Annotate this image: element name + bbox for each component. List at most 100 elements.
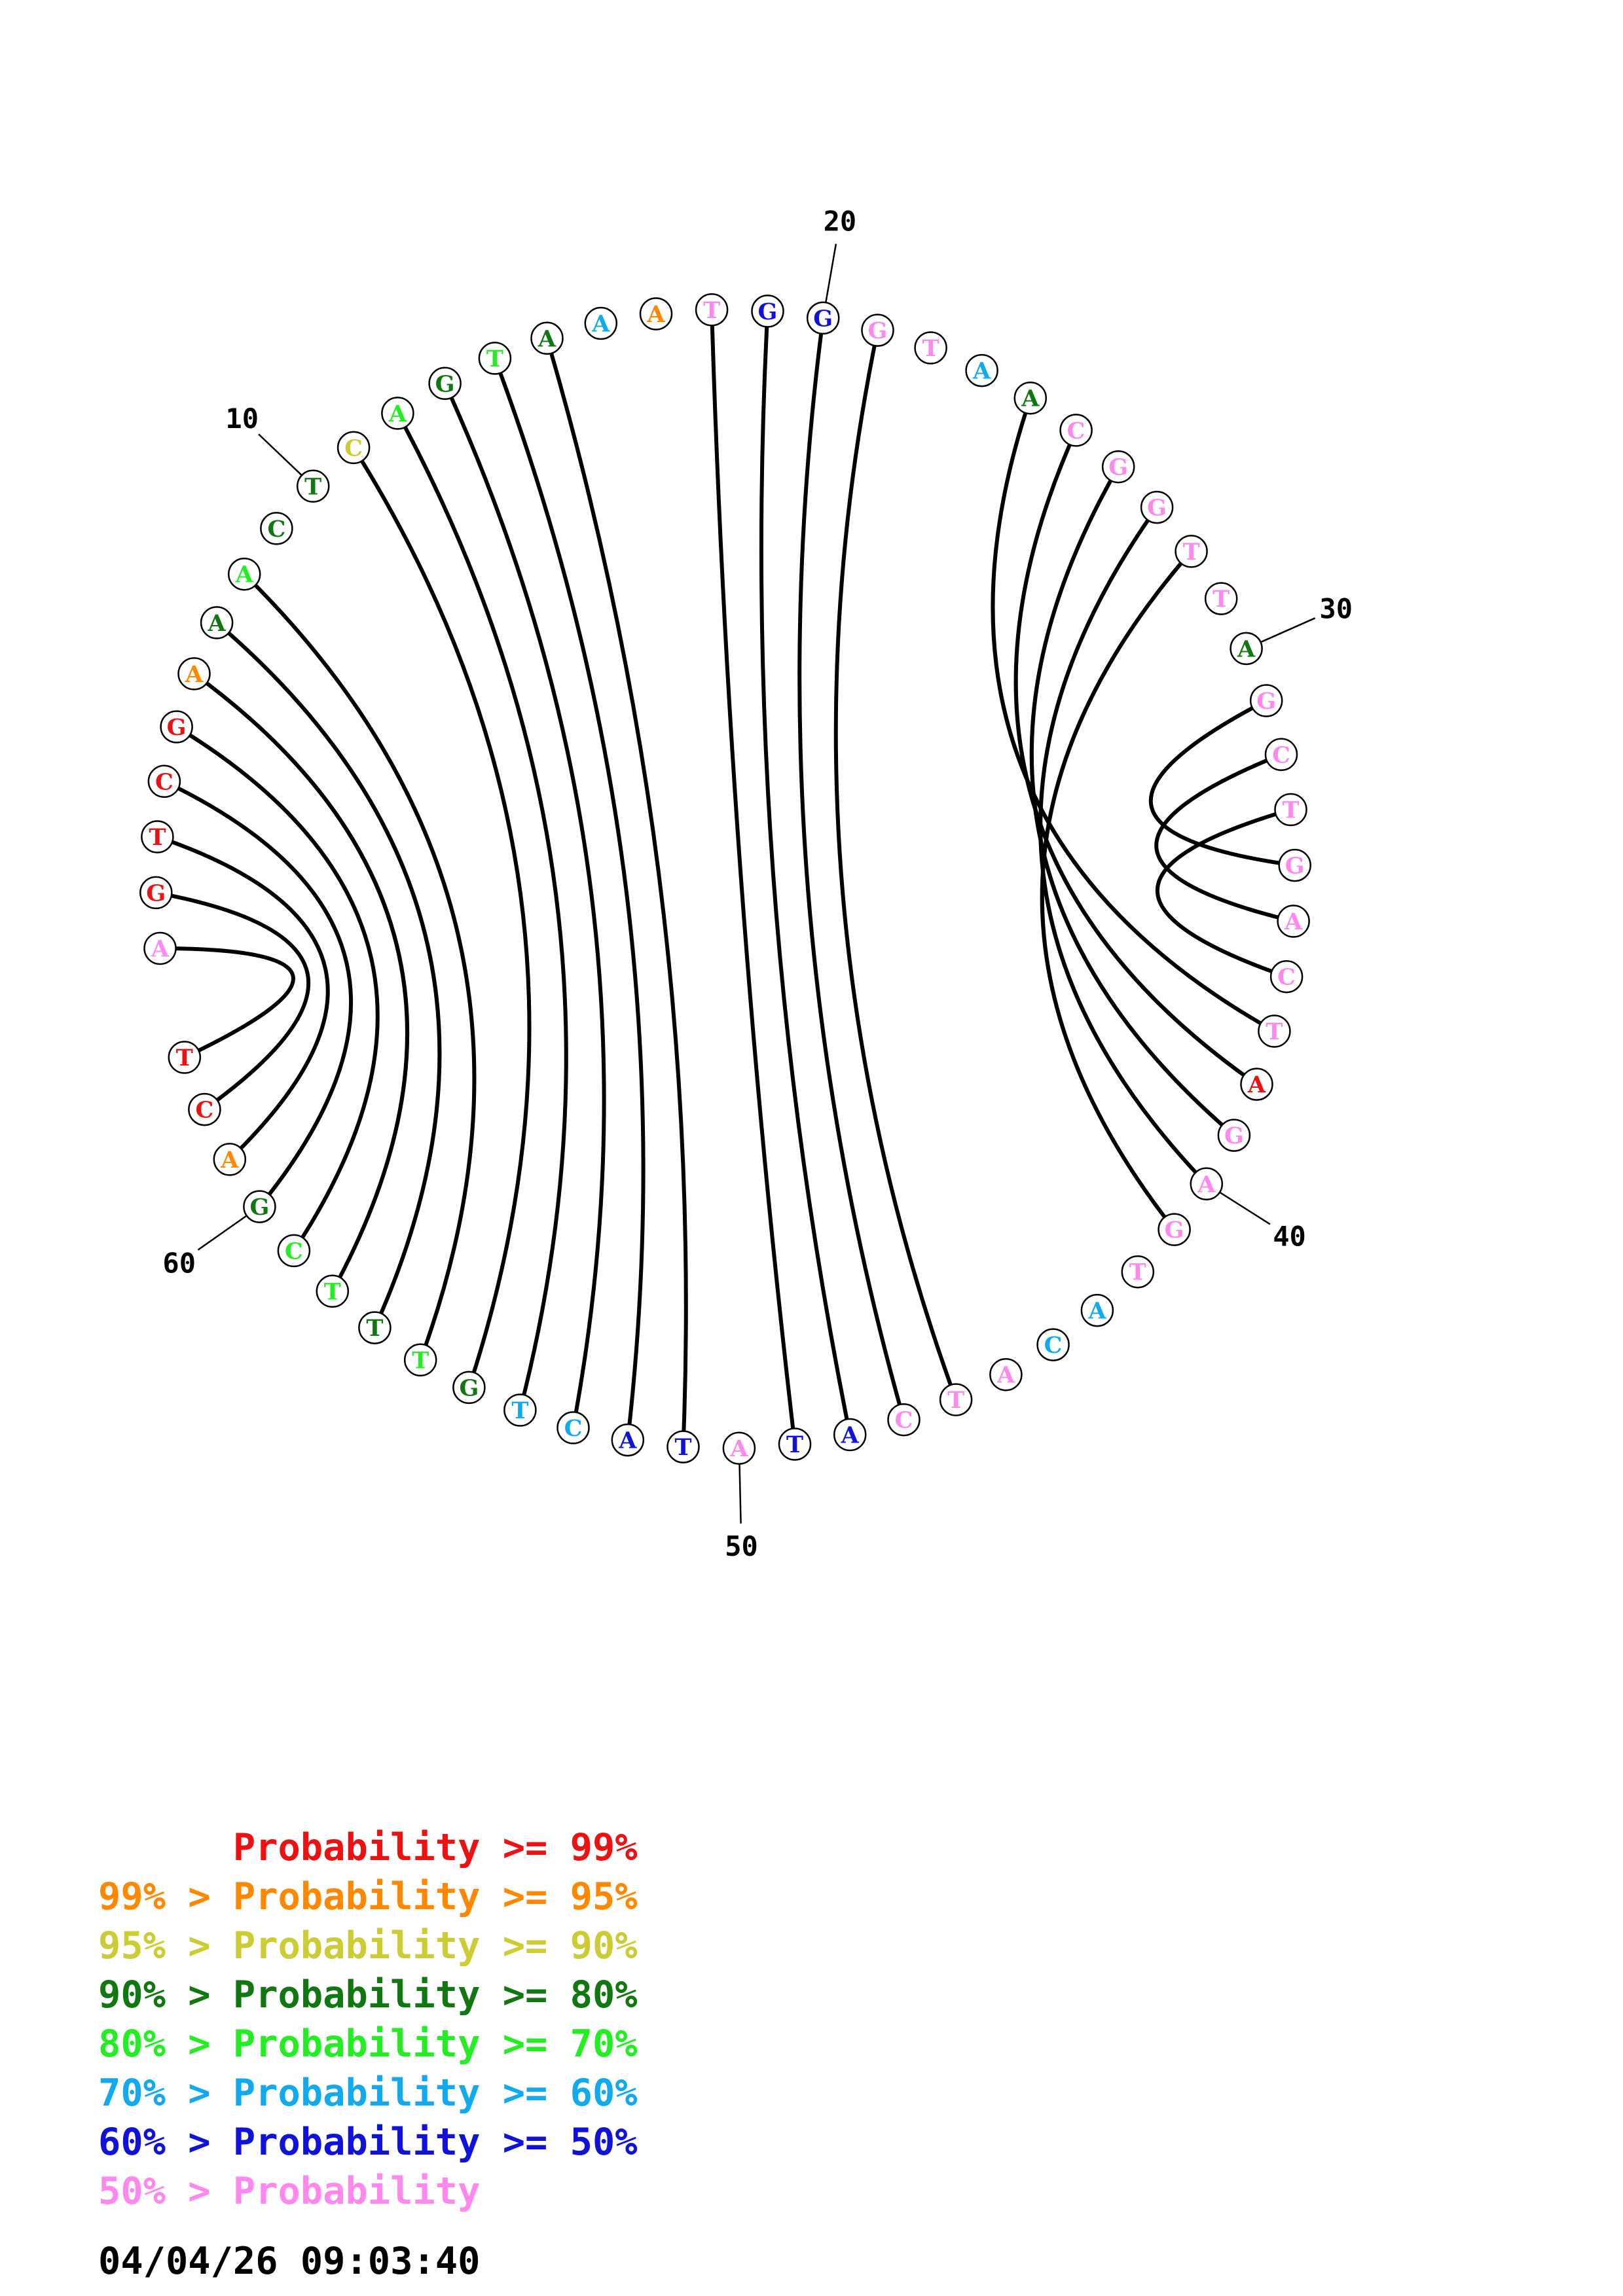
- nucleotide-circle: [1240, 1067, 1273, 1101]
- pair-arc-8-56: [242, 572, 477, 1362]
- nucleotide-32: C: [1264, 738, 1298, 772]
- nucleotide-circle: [1101, 450, 1135, 484]
- nucleotide-12: A: [381, 397, 414, 430]
- nucleotide-circle: [1277, 905, 1310, 938]
- nucleotide-63: T: [168, 1041, 202, 1074]
- nucleotide-letter: T: [412, 1347, 429, 1374]
- pair-arc-6-58: [192, 672, 410, 1293]
- nucleotide-circle: [1204, 582, 1238, 615]
- nucleotide-circle: [1217, 1119, 1251, 1152]
- nucleotide-letter: A: [1197, 1171, 1216, 1198]
- nucleotide-circle: [147, 764, 181, 798]
- nucleotide-33: T: [1274, 793, 1307, 827]
- nucleotide-letter: T: [511, 1397, 528, 1424]
- nucleotide-circle: [1190, 1167, 1224, 1201]
- timestamp: 04/04/26 09:03:40: [98, 2240, 481, 2283]
- nucleotide-letter: T: [366, 1315, 383, 1342]
- nucleotide-39: G: [1217, 1119, 1251, 1152]
- nucleotide-24: A: [1013, 381, 1048, 415]
- nucleotide-5: G: [160, 710, 193, 744]
- nucleotide-circle: [1158, 1213, 1191, 1246]
- nucleotide-letter: T: [304, 473, 321, 500]
- nucleotide-43: A: [1080, 1293, 1114, 1327]
- nucleotide-letter: C: [155, 768, 173, 795]
- nucleotide-letter: A: [996, 1362, 1015, 1389]
- nucleotide-letter: A: [1237, 636, 1256, 662]
- nucleotide-letter: T: [1129, 1259, 1146, 1286]
- nucleotide-circle: [1258, 1014, 1291, 1048]
- nucleotide-circle: [695, 293, 729, 327]
- pair-arc-13-53: [443, 381, 606, 1430]
- nucleotide-37: T: [1258, 1014, 1291, 1048]
- pair-arc-3-61: [155, 834, 330, 1162]
- nucleotide-letter: T: [947, 1387, 964, 1414]
- nucleotide-40: A: [1190, 1167, 1224, 1201]
- nucleotide-letter: G: [167, 714, 187, 741]
- nucleotide-62: C: [188, 1092, 221, 1126]
- nucleotide-circle: [914, 331, 947, 365]
- nucleotide-44: C: [1036, 1328, 1070, 1361]
- tick-line-20: [825, 243, 837, 303]
- nucleotide-circle: [584, 306, 618, 340]
- nucleotide-letter: T: [1282, 797, 1299, 824]
- nucleotide-letter: G: [249, 1194, 269, 1221]
- position-label-60: 60: [162, 1247, 196, 1279]
- nucleotide-letter: C: [1067, 418, 1085, 444]
- nucleotide-circle: [227, 557, 261, 591]
- nucleotide-letter: A: [151, 936, 170, 963]
- pair-arc-2-62: [154, 890, 311, 1112]
- pair-arc-7-57: [215, 620, 442, 1330]
- nucleotide-letter: A: [972, 358, 991, 385]
- nucleotide-49: T: [778, 1427, 812, 1461]
- pair-arc-20-47: [797, 315, 906, 1422]
- nucleotide-circle: [337, 431, 371, 465]
- nucleotide-letter: A: [646, 301, 665, 328]
- nucleotide-28: T: [1175, 535, 1208, 568]
- nucleotide-circle: [861, 314, 894, 347]
- nucleotide-circle: [358, 1311, 392, 1344]
- nucleotide-10: T: [296, 469, 330, 503]
- nucleotide-letter: C: [195, 1097, 213, 1124]
- nucleotide-52: A: [611, 1423, 645, 1457]
- nucleotide-letter: A: [1247, 1071, 1266, 1098]
- nucleotide-21: G: [861, 314, 894, 347]
- nucleotide-53: C: [556, 1411, 590, 1444]
- nucleotide-letter: A: [185, 661, 204, 688]
- pair-arc-26-39: [1029, 465, 1236, 1138]
- nucleotide-56: T: [403, 1343, 437, 1377]
- nucleotide-58: T: [316, 1274, 350, 1308]
- nucleotide-9: C: [260, 512, 293, 545]
- legend-row: 70% > Probability >= 60%: [98, 2072, 638, 2115]
- pair-arc-27-40: [1038, 505, 1209, 1186]
- nucleotide-19: G: [751, 295, 784, 328]
- nucleotide-31: G: [1249, 684, 1283, 717]
- nucleotide-letter: G: [758, 298, 778, 325]
- nucleotide-letter: G: [868, 317, 888, 344]
- nucleotide-3: T: [141, 820, 174, 853]
- nucleotide-8: A: [227, 557, 261, 591]
- nucleotide-30: A: [1230, 632, 1263, 666]
- nucleotide-26: G: [1101, 450, 1135, 484]
- nucleotide-circle: [260, 512, 293, 545]
- nucleotide-38: A: [1240, 1067, 1273, 1101]
- tick-line-30: [1260, 617, 1316, 643]
- nucleotide-circle: [1278, 848, 1311, 882]
- nucleotide-circle: [1036, 1328, 1070, 1361]
- pair-arc-24-37: [991, 396, 1277, 1033]
- nucleotide-22: T: [914, 331, 947, 365]
- nucleotide-letter: G: [1224, 1122, 1244, 1149]
- tick-line-40: [1219, 1191, 1271, 1225]
- pair-arc-11-55: [352, 445, 532, 1390]
- pair-arc-19-48: [759, 309, 852, 1437]
- nucleotide-letter: A: [591, 311, 610, 338]
- nucleotide-59: C: [277, 1234, 311, 1268]
- nucleotide-circle: [1249, 684, 1283, 717]
- nucleotide-letter: G: [1147, 495, 1167, 522]
- pair-arc-12-54: [395, 411, 568, 1412]
- nucleotide-circle: [666, 1430, 700, 1463]
- nucleotide-letter: T: [324, 1278, 341, 1305]
- nucleotide-circle: [530, 321, 564, 355]
- nucleotide-letter: A: [220, 1147, 239, 1174]
- nucleotide-13: G: [428, 367, 462, 401]
- nucleotide-letter: G: [1165, 1217, 1184, 1244]
